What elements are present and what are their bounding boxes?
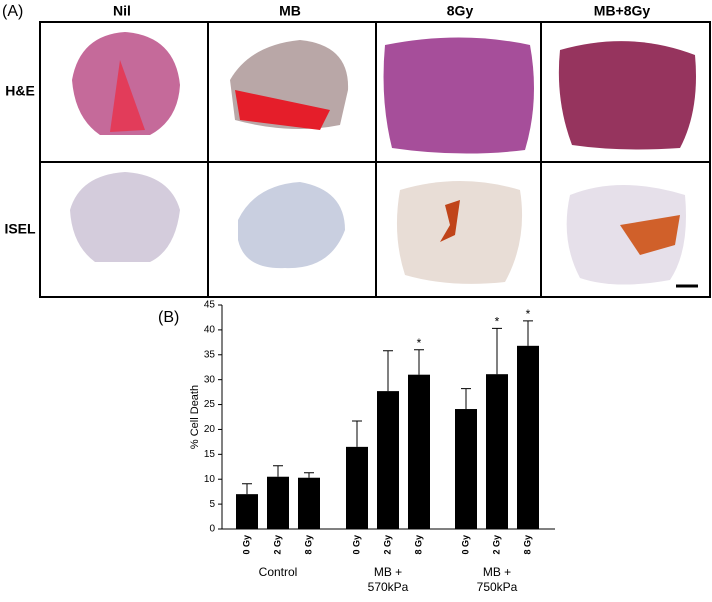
y-tick-label: 0 <box>209 524 215 535</box>
panel-label: (B) <box>158 309 179 326</box>
bar <box>298 477 320 529</box>
x-tick-label: 0 Gy <box>460 535 470 555</box>
bar <box>377 391 399 529</box>
column-header: 8Gy <box>447 3 474 19</box>
bar <box>346 446 368 529</box>
y-tick-label: 35 <box>204 349 216 360</box>
row-header: H&E <box>5 83 35 99</box>
y-tick-label: 45 <box>204 300 216 311</box>
error-bar <box>461 388 471 410</box>
error-bar <box>242 483 252 495</box>
error-bar <box>383 350 393 392</box>
bar <box>517 345 539 529</box>
column-header: MB+8Gy <box>594 3 651 19</box>
group-label: MB + <box>374 565 402 579</box>
significance-marker: * <box>526 307 531 321</box>
bar <box>486 374 508 529</box>
error-bar <box>492 327 502 375</box>
error-bar <box>414 349 424 375</box>
error-bar <box>304 472 314 478</box>
y-tick-label: 25 <box>204 399 216 410</box>
bar <box>236 494 258 529</box>
x-tick-label: 8 Gy <box>413 535 423 555</box>
bar <box>267 476 289 529</box>
panel-label: (A) <box>2 3 23 20</box>
group-label: MB + <box>483 565 511 579</box>
y-tick-label: 20 <box>204 424 216 435</box>
group-label: 570kPa <box>368 580 409 594</box>
tissue-images <box>70 32 698 288</box>
error-bar <box>523 320 533 346</box>
x-tick-label: 0 Gy <box>351 535 361 555</box>
x-tick-label: 2 Gy <box>491 535 501 555</box>
significance-marker: * <box>495 315 500 329</box>
y-tick-label: 5 <box>209 499 215 510</box>
row-header: ISEL <box>4 221 36 237</box>
x-tick-label: 2 Gy <box>272 535 282 555</box>
x-tick-label: 0 Gy <box>241 535 251 555</box>
error-bar <box>352 420 362 447</box>
y-tick-label: 10 <box>204 474 216 485</box>
group-label: 750kPa <box>477 580 518 594</box>
significance-marker: * <box>417 336 422 350</box>
y-tick-label: 30 <box>204 374 216 385</box>
y-axis-label: % Cell Death <box>189 385 201 449</box>
x-tick-label: 2 Gy <box>382 535 392 555</box>
x-tick-label: 8 Gy <box>303 535 313 555</box>
column-header: MB <box>279 3 301 19</box>
bar <box>455 409 477 529</box>
y-tick-label: 40 <box>204 325 216 336</box>
error-bar <box>273 465 283 477</box>
group-label: Control <box>259 565 298 579</box>
y-tick-label: 15 <box>204 449 216 460</box>
bar <box>408 374 430 529</box>
column-header: Nil <box>113 3 131 19</box>
x-tick-label: 8 Gy <box>522 535 532 555</box>
